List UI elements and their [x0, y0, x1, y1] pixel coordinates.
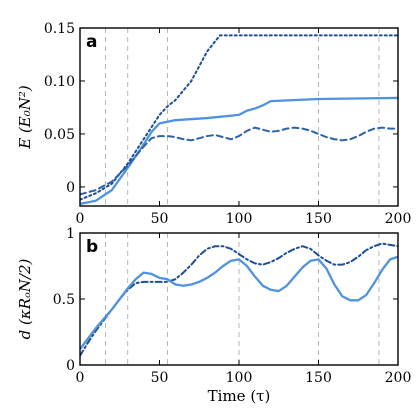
panel-b-x-tick-label: 200: [385, 370, 412, 386]
panel-b: 0 50 100 150 200 0 0.5 1b d (κRₒN/2) Time (τ): [16, 226, 411, 405]
panel-b-x-tick-label: 150: [305, 370, 332, 386]
panel-b-series-solid-line: [80, 255, 398, 351]
panel-b-x-tick-label: 0: [76, 370, 85, 386]
panel-b-y-axis-title: d (κRₒN/2): [16, 259, 34, 340]
panel-a-series-solid-line: [80, 96, 398, 206]
panel-a-axes-frame: [79, 27, 399, 207]
panel-a-y-tick-label: 0: [66, 180, 75, 196]
panel-b-x-tick-label: 100: [226, 370, 253, 386]
panel-a-letter: a: [86, 32, 97, 52]
panel-a-y-tick-label: 0.05: [44, 127, 75, 143]
panel-a-x-tick-label: 100: [226, 211, 253, 227]
panel-b-y-tick-label: 0.5: [53, 292, 75, 308]
panel-a: 0 50 100 150 200 0 0.05 0.10 0.15 a E (E₀N²): [16, 21, 411, 227]
panel-b-x-axis-title: Time (τ): [208, 387, 271, 405]
panel-b-x-tick-label: 50: [151, 370, 169, 386]
panel-b-series-dashdot-line: [80, 242, 398, 357]
panel-a-x-tick-label: 150: [305, 211, 332, 227]
panel-b-letter: b: [86, 237, 98, 257]
panel-b-y-tick-label: 1: [66, 226, 75, 242]
panel-a-x-tick-label: 200: [385, 211, 412, 227]
panel-a-y-axis-title: E (E₀N²): [16, 85, 34, 150]
panel-a-y-tick-label: 0.15: [44, 21, 75, 37]
panel-a-y-tick-label: 0.10: [44, 74, 75, 90]
panel-a-x-tick-label: 0: [76, 211, 85, 227]
panel-b-y-tick-label: 0: [66, 358, 75, 374]
panel-a-x-tick-label: 50: [151, 211, 169, 227]
panel-a-series-dashed-line: [80, 126, 398, 196]
